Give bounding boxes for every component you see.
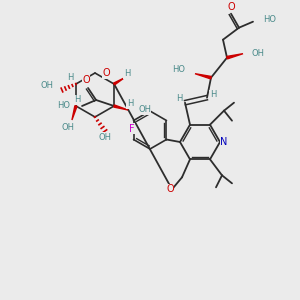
Text: OH: OH: [41, 82, 54, 91]
Polygon shape: [72, 106, 77, 120]
Text: N: N: [220, 137, 228, 147]
Text: O: O: [103, 68, 110, 79]
Text: HO: HO: [172, 65, 185, 74]
Polygon shape: [227, 54, 243, 59]
Text: H: H: [176, 94, 182, 103]
Text: F: F: [129, 124, 134, 134]
Text: OH: OH: [61, 124, 74, 133]
Text: H: H: [74, 95, 80, 104]
Text: OH: OH: [98, 133, 112, 142]
Text: H: H: [127, 100, 133, 109]
Polygon shape: [113, 78, 124, 85]
Text: HO: HO: [263, 15, 276, 24]
Text: O: O: [82, 75, 90, 85]
Text: HO: HO: [57, 101, 70, 110]
Polygon shape: [195, 74, 211, 79]
Polygon shape: [114, 105, 128, 110]
Text: H: H: [124, 70, 130, 79]
Text: OH: OH: [251, 49, 264, 58]
Text: OH: OH: [138, 106, 151, 115]
Text: H: H: [210, 90, 216, 99]
Text: H: H: [67, 74, 73, 82]
Text: O: O: [227, 2, 235, 12]
Text: O: O: [166, 184, 174, 194]
